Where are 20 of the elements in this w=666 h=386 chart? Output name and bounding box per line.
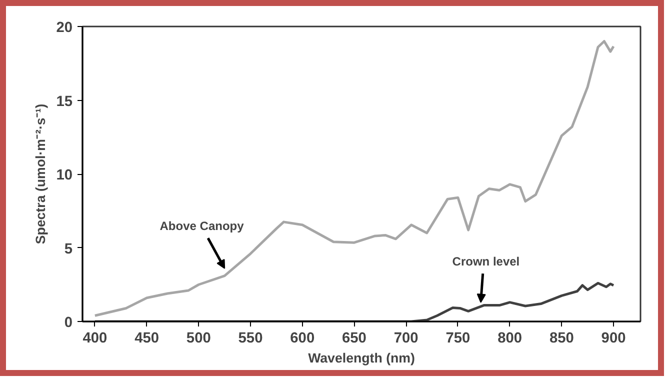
- y-tick-label: 5: [64, 241, 73, 258]
- x-tick-label: 550: [238, 330, 263, 346]
- x-tick-label: 400: [82, 330, 108, 346]
- x-axis-title: Wavelength (nm): [308, 350, 415, 366]
- x-tick-label: 700: [394, 330, 418, 346]
- x-tick-label: 600: [290, 330, 315, 346]
- x-tick-label: 800: [498, 330, 522, 346]
- y-tick-label: 20: [56, 20, 73, 36]
- x-tick-label: 900: [601, 330, 626, 346]
- x-tick-label: 500: [186, 330, 211, 346]
- x-tick-label: 750: [446, 330, 470, 346]
- x-tick-label: 850: [549, 330, 574, 346]
- annotation: Above Canopy: [160, 219, 244, 233]
- y-axis-title: Spectra (umol·m⁻²·s⁻¹): [33, 104, 48, 244]
- annotation: Crown level: [452, 254, 520, 268]
- y-tick-label: 15: [56, 94, 73, 110]
- y-tick-label: 0: [64, 315, 73, 331]
- y-tick-label: 10: [56, 168, 73, 184]
- x-tick-label: 650: [342, 330, 366, 346]
- x-tick-label: 450: [134, 330, 160, 346]
